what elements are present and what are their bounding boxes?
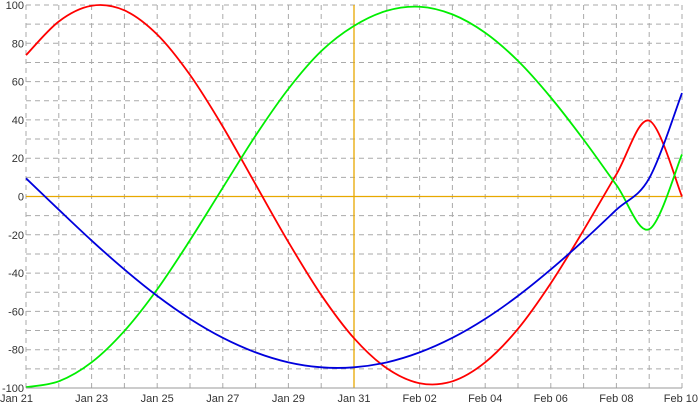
y-tick-label: 40 <box>12 115 24 127</box>
series-line-1 <box>25 4 683 386</box>
x-tick-label: Jan 29 <box>272 393 305 405</box>
series-line-2 <box>25 5 683 389</box>
x-tick-label: Feb 04 <box>468 393 502 405</box>
x-tick-label: Feb 10 <box>664 393 698 405</box>
y-tick-label: 20 <box>12 153 24 165</box>
y-tick-label: -100 <box>2 383 24 395</box>
x-tick-label: Jan 25 <box>141 393 174 405</box>
y-tick-label: -40 <box>8 268 24 280</box>
x-tick-label: Feb 06 <box>534 393 568 405</box>
x-tick-label: Jan 27 <box>206 393 239 405</box>
x-tick-label: Jan 21 <box>0 393 33 405</box>
x-axis-ticks: Jan 21 Jan 23 Jan 25 Jan 27 Jan 29 Jan 31 Feb … <box>0 393 698 405</box>
y-axis-ticks: 100 80 60 40 20 0 -20 -40 -60 -80 -100 <box>2 0 24 395</box>
y-tick-label: 100 <box>6 0 24 12</box>
series-lines <box>25 4 683 389</box>
x-tick-label: Jan 23 <box>75 393 108 405</box>
y-tick-label: 60 <box>12 77 24 89</box>
y-tick-label: 80 <box>12 38 24 50</box>
x-tick-label: Feb 02 <box>402 393 436 405</box>
x-tick-label: Jan 31 <box>337 393 370 405</box>
series-line-3 <box>25 92 683 369</box>
x-tick-label: Feb 08 <box>599 393 633 405</box>
reference-lines <box>26 5 682 388</box>
y-tick-label: -80 <box>8 345 24 357</box>
y-tick-label: -20 <box>8 230 24 242</box>
y-tick-label: 0 <box>18 192 24 204</box>
y-tick-label: -60 <box>8 306 24 318</box>
